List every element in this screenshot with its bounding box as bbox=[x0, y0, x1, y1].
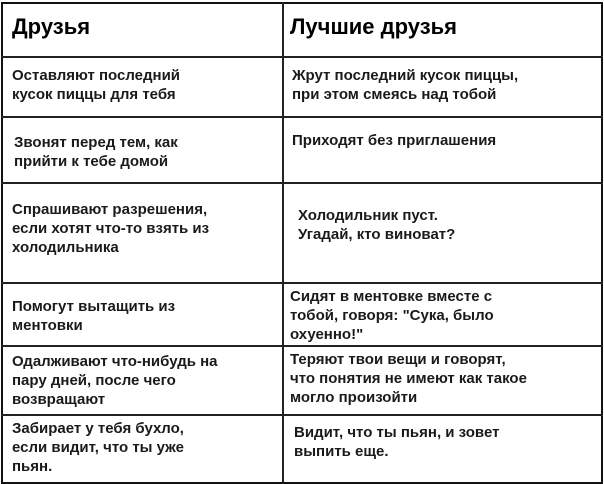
cell-friends-6: Забирает у тебя бухло, если видит, что т… bbox=[12, 420, 184, 475]
row-divider bbox=[1, 414, 603, 416]
cell-best-friends-1: Жрут последний кусок пиццы, при этом сме… bbox=[292, 67, 519, 103]
row-divider bbox=[1, 282, 603, 284]
cell-best-friends-4: Сидят в ментовке вместе с тобой, говоря:… bbox=[290, 288, 494, 343]
cell-best-friends-6: Видит, что ты пьян, и зовет выпить еще. bbox=[294, 424, 500, 460]
row-divider bbox=[1, 182, 603, 184]
row-divider bbox=[1, 116, 603, 118]
cell-best-friends-3: Холодильник пуст. Угадай, кто виноват? bbox=[298, 207, 456, 243]
cell-friends-5: Одалживают что-нибудь на пару дней, посл… bbox=[12, 353, 218, 408]
header-best-friends: Лучшие друзья bbox=[290, 14, 458, 39]
row-divider bbox=[1, 345, 603, 347]
cell-friends-3: Спрашивают разрешения, если хотят что-то… bbox=[12, 201, 210, 256]
cell-best-friends-5: Теряют твои вещи и говорят, что понятия … bbox=[290, 351, 527, 406]
cell-best-friends-2: Приходят без приглашения bbox=[292, 132, 497, 149]
cell-friends-4: Помогут вытащить из ментовки bbox=[12, 298, 176, 334]
row-divider bbox=[1, 56, 603, 58]
column-divider bbox=[282, 2, 284, 482]
cell-friends-1: Оставляют последний кусок пиццы для тебя bbox=[12, 67, 181, 103]
cell-friends-2: Звонят перед тем, как прийти к тебе домо… bbox=[14, 134, 178, 170]
header-friends: Друзья bbox=[12, 14, 91, 39]
